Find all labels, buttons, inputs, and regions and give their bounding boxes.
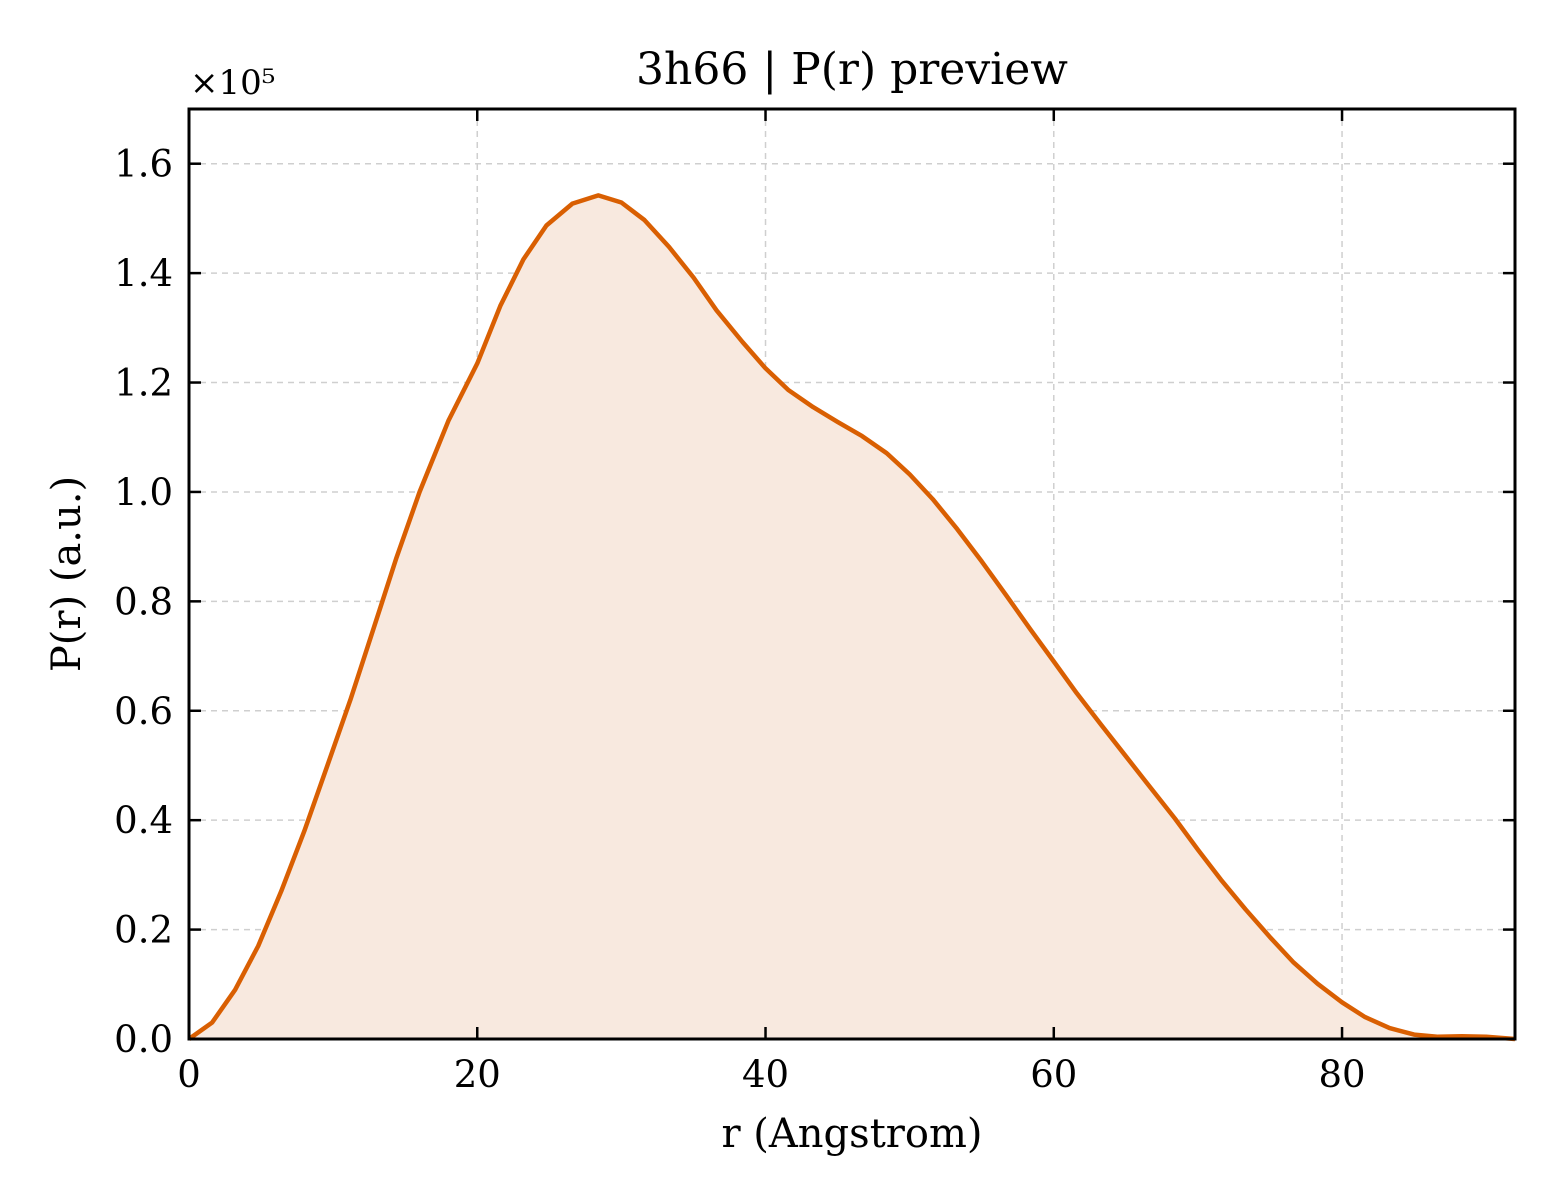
chart-title: 3h66 | P(r) preview: [636, 44, 1068, 95]
x-tick-label: 20: [454, 1053, 501, 1096]
y-tick-label: 0.8: [114, 580, 173, 623]
pr-area-fill: [189, 195, 1515, 1039]
x-axis-label: r (Angstrom): [721, 1111, 982, 1157]
axis-ticks: 0 20 40 60 80 0.0 0.2 0.4 0.6 0.8 1.0 1.2 1.4 1.6: [114, 109, 1515, 1096]
x-tick-label: 60: [1030, 1053, 1077, 1096]
y-tick-label: 1.6: [114, 143, 173, 186]
y-tick-label: 0.2: [114, 909, 173, 952]
y-tick-label: 0.6: [114, 690, 173, 733]
y-axis-multiplier: ×10⁵: [190, 63, 275, 103]
y-tick-label: 0.4: [114, 799, 173, 842]
y-tick-label: 1.4: [114, 252, 173, 295]
x-tick-label: 40: [742, 1053, 789, 1096]
x-tick-label: 80: [1318, 1053, 1365, 1096]
x-tick-label: 0: [177, 1053, 201, 1096]
y-axis-label: P(r) (a.u.): [44, 476, 90, 672]
pr-series-line: [187, 193, 1516, 1042]
y-tick-label: 0.0: [114, 1018, 173, 1061]
plot-frame: [187, 107, 1517, 1041]
y-tick-label: 1.0: [114, 471, 173, 514]
y-tick-label: 1.2: [114, 362, 173, 405]
